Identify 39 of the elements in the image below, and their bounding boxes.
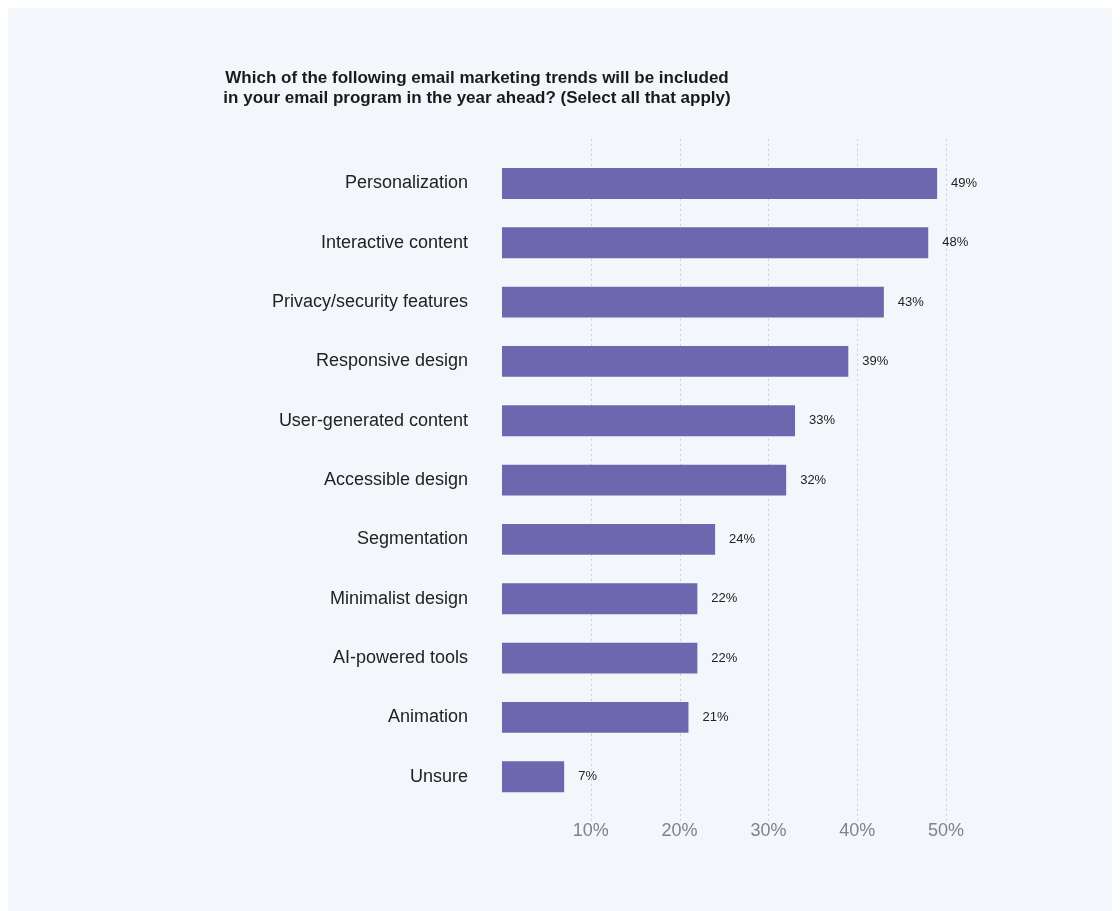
bar xyxy=(502,761,565,793)
y-tick-label: Animation xyxy=(387,706,468,727)
data-label: 22% xyxy=(711,590,738,606)
data-label: 24% xyxy=(729,531,756,547)
x-tick-label: 10% xyxy=(572,820,609,841)
data-label: 7% xyxy=(578,768,598,784)
data-label: 49% xyxy=(951,175,978,191)
x-tick-label: 40% xyxy=(839,820,876,841)
bar xyxy=(502,227,929,259)
y-tick-label: Accessible design xyxy=(323,469,468,490)
bar xyxy=(502,701,689,733)
y-tick-label: User-generated content xyxy=(278,409,468,430)
bar xyxy=(502,286,884,318)
chart-title: Which of the following email marketing trends will be included in your email program in the year ahead? (Select all that apply) xyxy=(223,67,731,108)
data-label: 39% xyxy=(862,353,889,369)
data-label: 32% xyxy=(800,471,827,487)
bar xyxy=(502,524,716,555)
x-tick-label: 20% xyxy=(661,820,698,841)
y-tick-label: AI-powered tools xyxy=(332,647,468,668)
y-tick-label: Minimalist design xyxy=(329,587,468,608)
bar xyxy=(502,642,698,674)
data-label: 21% xyxy=(702,708,729,724)
x-tick-label: 30% xyxy=(750,820,787,841)
bar xyxy=(502,346,849,377)
y-tick-label: Segmentation xyxy=(356,528,468,549)
y-tick-label: Responsive design xyxy=(315,350,468,371)
data-label: 22% xyxy=(711,649,738,665)
data-label: 33% xyxy=(809,412,836,428)
data-label: 43% xyxy=(897,293,925,309)
y-tick-label: Interactive content xyxy=(320,231,468,252)
y-tick-label: Unsure xyxy=(409,765,468,786)
bar xyxy=(502,464,787,496)
bar xyxy=(502,583,698,615)
bar xyxy=(502,405,796,437)
y-tick-label: Personalization xyxy=(344,172,468,193)
data-label: 48% xyxy=(942,234,969,250)
x-tick-label: 50% xyxy=(927,820,965,841)
bar xyxy=(502,168,938,199)
y-tick-label: Privacy/security features xyxy=(271,291,468,312)
